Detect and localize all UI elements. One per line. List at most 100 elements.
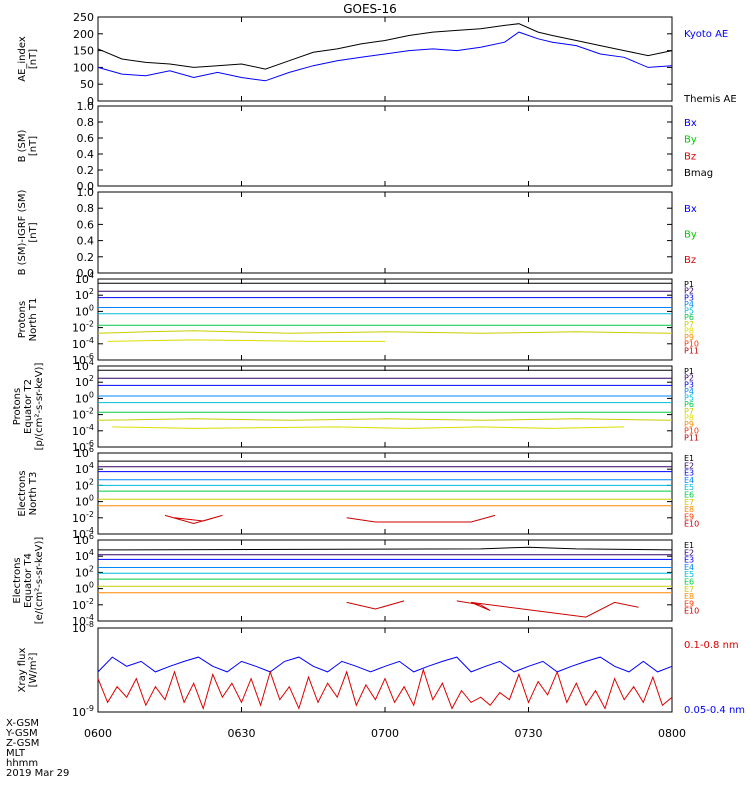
electrons_equator-legend-e2: E2	[684, 548, 694, 557]
electrons_north-series-e10	[346, 514, 496, 523]
ae-series-kyoto-ae	[97, 31, 673, 82]
xtick-label-0700: 0700	[371, 727, 399, 740]
electrons_north-legend-e6: E6	[684, 491, 694, 500]
xray-series-0-05-0-4-nm	[97, 656, 673, 673]
ae-legend-themis-ae: Themis AE	[683, 94, 737, 105]
protons_north-legend-p2: P2	[684, 287, 694, 296]
protons_equator-legend-p1: P1	[684, 367, 694, 376]
electrons_north-legend-e5: E5	[684, 483, 694, 492]
protons_equator-ylabel: Equator T2	[23, 379, 34, 434]
electrons_north-legend-e7: E7	[684, 498, 694, 507]
ae-ylabel: AE_index	[17, 36, 28, 82]
electrons_equator-legend-e1: E1	[684, 541, 694, 550]
protons_north-ytick-label: 10-2	[72, 320, 94, 335]
protons_north-legend-p6: P6	[684, 313, 694, 322]
electrons_equator-legend-e5: E5	[684, 570, 694, 579]
electrons_north-ytick-label: 102	[75, 477, 94, 492]
bsm-legend-bmag: Bmag	[684, 168, 713, 179]
electrons_north-legend-e9: E9	[684, 512, 694, 521]
bsm-ytick-label: 0.8	[77, 116, 95, 129]
electrons_north-ytick-label: 104	[75, 461, 94, 476]
footer-label-3: MLT	[6, 748, 26, 759]
protons_equator-legend-p9: P9	[684, 420, 694, 429]
bigrf-frame	[97, 191, 673, 274]
footer-label-0: X-GSM	[6, 718, 39, 729]
protons_equator-ytick-label: 10-2	[72, 407, 94, 422]
electrons_equator-legend-e3: E3	[684, 556, 694, 565]
protons_equator-ytick-label: 104	[75, 358, 94, 373]
protons_equator-ytick-label: 100	[75, 390, 94, 405]
plot-title: GOES-16	[343, 2, 397, 16]
bsm-legend-by: By	[684, 135, 697, 146]
electrons_north-ytick-label: 10-2	[72, 510, 94, 525]
ae-series-themis-ae	[97, 23, 673, 70]
electrons_equator-legend-e10: E10	[684, 607, 699, 616]
protons_equator-legend-p7: P7	[684, 407, 694, 416]
ae-frame	[97, 16, 673, 102]
electrons_equator-legend-e6: E6	[684, 578, 694, 587]
ae-ytick-label: 150	[73, 45, 94, 58]
bigrf-ytick-label: 0.8	[77, 202, 95, 215]
protons_north-series-p8	[107, 339, 385, 342]
protons_equator-legend-p10: P10	[684, 427, 699, 436]
protons_north-ytick-label: 102	[75, 287, 94, 302]
protons_north-ytick-label: 104	[75, 271, 94, 286]
protons_north-legend-p10: P10	[684, 340, 699, 349]
xray-ytick-label: 10-9	[72, 704, 94, 719]
protons_north-legend-p4: P4	[684, 300, 694, 309]
electrons_north-ytick-label: 10-4	[72, 526, 94, 541]
footer-label-2: Z-GSM	[6, 738, 39, 749]
ae-ytick-label: 50	[80, 78, 94, 91]
bigrf-ytick-label: 1.0	[77, 186, 95, 199]
xray-ytick-label: 10-8	[72, 620, 94, 635]
bigrf-legend-by: By	[684, 230, 697, 241]
bsm-ytick-label: 0.2	[77, 164, 95, 177]
protons_north-legend-p8: P8	[684, 326, 694, 335]
protons_north-series-p7	[97, 330, 673, 334]
xtick-label-0630: 0630	[228, 727, 256, 740]
protons_equator-series-p8	[112, 426, 625, 429]
protons_equator-legend-p5: P5	[684, 394, 694, 403]
protons_equator-series-p7	[97, 418, 673, 421]
electrons_equator-ylabel: Electrons	[12, 557, 23, 603]
electrons_equator-ytick-label: 10-2	[72, 597, 94, 612]
protons_equator-legend-p3: P3	[684, 380, 694, 389]
electrons_equator-ytick-label: 102	[75, 564, 94, 579]
footer-label-5: 2019 Mar 29	[6, 768, 69, 779]
electrons_north-legend-e2: E2	[684, 461, 694, 470]
protons_north-ylabel: Protons	[17, 301, 28, 338]
electrons_equator-legend-e4: E4	[684, 563, 694, 572]
ae-ytick-label: 200	[73, 28, 94, 41]
electrons_equator-frame	[97, 539, 673, 622]
bigrf-ytick-label: 0.0	[77, 267, 95, 280]
electrons_north-legend-e10: E10	[684, 520, 699, 529]
electrons_equator-ylabel: [e/(cm²-s-sr-keV)]	[34, 537, 45, 625]
bigrf-ylabel: B (SM)-IGRF (SM)	[17, 190, 28, 276]
xray-ylabel: [W/m²]	[28, 652, 39, 687]
bigrf-ytick-label: 0.2	[77, 251, 95, 264]
bigrf-ylabel: [nT]	[28, 222, 39, 242]
protons_equator-ylabel: [p/(cm²-s-sr-keV)]	[34, 363, 45, 451]
ae-ylabel: [nT]	[28, 49, 39, 69]
protons_equator-legend-p11: P11	[684, 433, 699, 442]
protons_north-legend-p7: P7	[684, 320, 694, 329]
protons_north-ylabel: North T1	[28, 298, 39, 342]
protons_equator-legend-p8: P8	[684, 413, 694, 422]
ae-ytick-label: 100	[73, 61, 94, 74]
protons_north-legend-p3: P3	[684, 293, 694, 302]
footer-label-4: hhmm	[6, 758, 38, 769]
xtick-label-0800: 0800	[658, 727, 686, 740]
protons_north-ytick-label: 10-6	[72, 352, 94, 367]
bsm-ytick-label: 0.4	[77, 148, 95, 161]
protons_equator-legend-p6: P6	[684, 400, 694, 409]
footer-label-1: Y-GSM	[5, 728, 38, 739]
protons_north-ytick-label: 10-4	[72, 336, 94, 351]
xtick-label-0600: 0600	[84, 727, 112, 740]
protons_north-legend-p5: P5	[684, 307, 694, 316]
protons_north-ytick-label: 100	[75, 303, 94, 318]
xray-legend-0-1-0-8-nm: 0.1-0.8 nm	[684, 640, 739, 651]
electrons_north-legend-e8: E8	[684, 505, 694, 514]
electrons_north-legend-e1: E1	[684, 454, 694, 463]
protons_equator-ytick-label: 10-4	[72, 423, 94, 438]
bsm-ytick-label: 0.6	[77, 132, 95, 145]
